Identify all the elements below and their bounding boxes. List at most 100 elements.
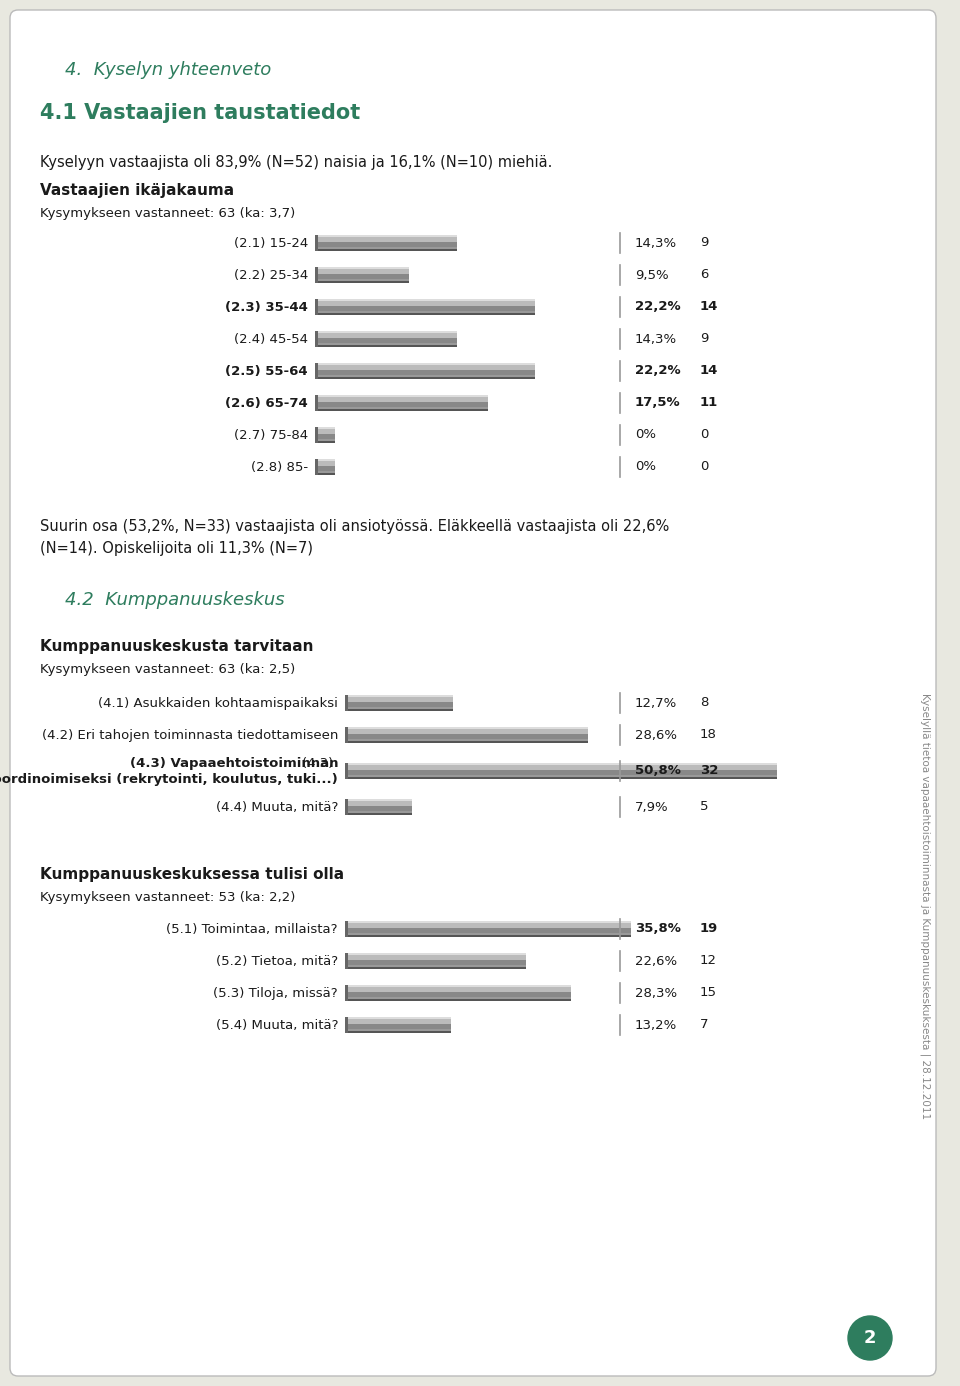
Bar bbox=[315, 402, 489, 407]
Bar bbox=[345, 1019, 450, 1024]
Bar bbox=[315, 280, 409, 283]
Text: Kysymykseen vastanneet: 63 (ka: 3,7): Kysymykseen vastanneet: 63 (ka: 3,7) bbox=[40, 207, 296, 220]
Bar bbox=[345, 985, 571, 987]
Bar bbox=[315, 466, 335, 471]
Bar bbox=[345, 729, 588, 735]
Bar bbox=[315, 338, 457, 342]
Bar bbox=[315, 306, 535, 310]
Bar bbox=[315, 301, 535, 306]
Bar bbox=[315, 269, 409, 274]
Text: (2.1) 15-24: (2.1) 15-24 bbox=[233, 237, 308, 249]
Bar bbox=[315, 409, 489, 412]
Bar bbox=[345, 1024, 450, 1028]
Text: (2.3) 35-44: (2.3) 35-44 bbox=[226, 301, 308, 313]
Bar bbox=[345, 708, 453, 711]
Text: (4.3) Vapaaehtoistoiminnan: (4.3) Vapaaehtoistoiminnan bbox=[130, 757, 338, 769]
Text: Kumppanuuskeskusta tarvitaan: Kumppanuuskeskusta tarvitaan bbox=[40, 639, 314, 654]
Bar bbox=[345, 798, 412, 801]
Circle shape bbox=[848, 1315, 892, 1360]
Bar bbox=[315, 299, 318, 315]
Bar bbox=[315, 267, 318, 283]
Text: 4.1 Vastaajien taustatiedot: 4.1 Vastaajien taustatiedot bbox=[40, 103, 360, 123]
Text: 7: 7 bbox=[700, 1019, 708, 1031]
Bar bbox=[345, 798, 412, 815]
Bar bbox=[345, 1031, 450, 1033]
Bar bbox=[315, 427, 335, 444]
Text: 14,3%: 14,3% bbox=[635, 333, 677, 345]
Bar bbox=[345, 765, 777, 771]
Bar bbox=[315, 313, 535, 315]
Bar bbox=[345, 954, 348, 969]
Text: 0: 0 bbox=[700, 428, 708, 442]
Text: (4.2) Eri tahojen toiminnasta tiedottamiseen: (4.2) Eri tahojen toiminnasta tiedottami… bbox=[41, 729, 338, 742]
Bar bbox=[315, 299, 535, 301]
Bar bbox=[315, 462, 335, 466]
Text: (2.2) 25-34: (2.2) 25-34 bbox=[233, 269, 308, 281]
Text: (2.6) 65-74: (2.6) 65-74 bbox=[226, 396, 308, 409]
Text: 9: 9 bbox=[700, 333, 708, 345]
Bar bbox=[345, 934, 632, 937]
Text: 15: 15 bbox=[700, 987, 717, 999]
Bar bbox=[315, 459, 335, 475]
Text: 22,2%: 22,2% bbox=[635, 365, 681, 377]
Bar bbox=[345, 728, 588, 743]
Bar bbox=[315, 236, 457, 237]
Bar bbox=[315, 237, 457, 243]
Bar bbox=[315, 331, 457, 334]
Bar bbox=[315, 430, 335, 434]
Bar bbox=[315, 345, 457, 346]
Bar bbox=[315, 267, 409, 269]
Bar bbox=[315, 370, 535, 376]
Bar bbox=[345, 771, 777, 775]
Bar bbox=[345, 764, 777, 779]
Bar bbox=[315, 395, 318, 412]
Text: koordinoimiseksi (rekrytointi, koulutus, tuki...): koordinoimiseksi (rekrytointi, koulutus,… bbox=[0, 772, 338, 786]
Text: 13,2%: 13,2% bbox=[635, 1019, 677, 1031]
Text: Kumppanuuskeskuksessa tulisi olla: Kumppanuuskeskuksessa tulisi olla bbox=[40, 868, 344, 881]
Bar bbox=[345, 954, 526, 969]
Text: Vastaajien ikäjakauma: Vastaajien ikäjakauma bbox=[40, 183, 234, 198]
Text: 22,2%: 22,2% bbox=[635, 301, 681, 313]
Bar bbox=[315, 363, 535, 378]
Bar bbox=[345, 812, 412, 815]
Bar bbox=[315, 427, 335, 430]
Bar bbox=[345, 1017, 450, 1019]
Bar bbox=[345, 960, 526, 965]
Text: 0: 0 bbox=[700, 460, 708, 474]
Text: 9,5%: 9,5% bbox=[635, 269, 668, 281]
Bar bbox=[315, 366, 535, 370]
Text: (5.1) Toimintaa, millaista?: (5.1) Toimintaa, millaista? bbox=[166, 923, 338, 936]
Bar bbox=[345, 1017, 450, 1033]
Bar bbox=[315, 473, 335, 475]
Text: (5.4) Muuta, mitä?: (5.4) Muuta, mitä? bbox=[215, 1019, 338, 1031]
Bar bbox=[345, 929, 632, 933]
Text: (4.1) Asukkaiden kohtaamispaikaksi: (4.1) Asukkaiden kohtaamispaikaksi bbox=[98, 697, 338, 710]
Text: (N=14). Opiskelijoita oli 11,3% (N=7): (N=14). Opiskelijoita oli 11,3% (N=7) bbox=[40, 541, 313, 556]
Bar bbox=[345, 954, 526, 955]
Bar bbox=[315, 377, 535, 378]
Text: (2.7) 75-84: (2.7) 75-84 bbox=[234, 428, 308, 442]
Text: 17,5%: 17,5% bbox=[635, 396, 681, 409]
Bar bbox=[345, 694, 453, 711]
Bar bbox=[345, 728, 588, 729]
Bar bbox=[315, 299, 535, 315]
Text: 14: 14 bbox=[700, 301, 718, 313]
Bar bbox=[345, 998, 571, 1001]
Bar bbox=[315, 395, 489, 398]
Bar bbox=[315, 363, 318, 378]
Text: Kysymykseen vastanneet: 63 (ka: 2,5): Kysymykseen vastanneet: 63 (ka: 2,5) bbox=[40, 663, 296, 676]
Bar bbox=[345, 1017, 348, 1033]
Text: 9: 9 bbox=[700, 237, 708, 249]
Bar bbox=[345, 966, 526, 969]
Bar bbox=[315, 248, 457, 251]
Bar bbox=[315, 331, 457, 346]
Text: 32: 32 bbox=[700, 765, 718, 778]
Text: 28,3%: 28,3% bbox=[635, 987, 677, 999]
Bar bbox=[345, 703, 453, 707]
Bar bbox=[315, 236, 457, 251]
Bar bbox=[315, 434, 335, 439]
Bar bbox=[345, 740, 588, 743]
Text: 4.2  Kumppanuuskeskus: 4.2 Kumppanuuskeskus bbox=[65, 590, 284, 608]
Text: (5.2) Tietoa, mitä?: (5.2) Tietoa, mitä? bbox=[216, 955, 338, 967]
Bar bbox=[345, 807, 412, 811]
